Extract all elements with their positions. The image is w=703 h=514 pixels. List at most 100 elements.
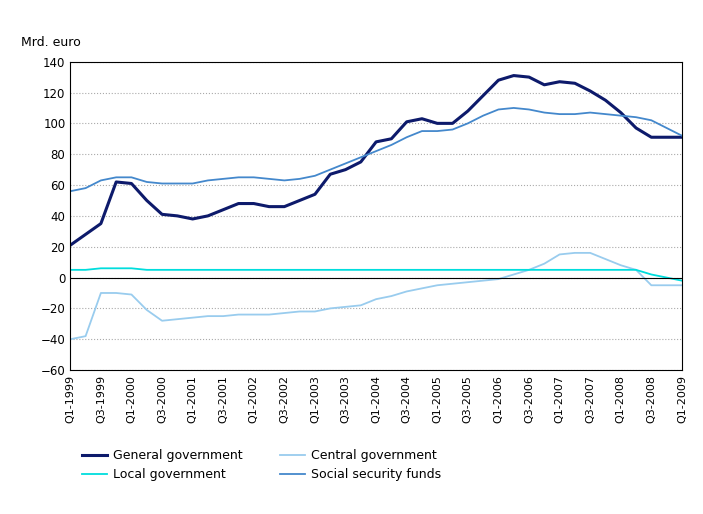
General government (524, 74, 533, 80)
Central government (112, 290, 120, 296)
Social security funds (449, 126, 457, 133)
General government (143, 197, 151, 204)
General government (662, 134, 671, 140)
General government (219, 207, 228, 213)
Social security funds (326, 167, 335, 173)
Social security funds (662, 125, 671, 131)
General government (204, 213, 212, 219)
Central government (157, 318, 166, 324)
Social security funds (66, 188, 75, 194)
Text: Mrd. euro: Mrd. euro (21, 36, 81, 49)
Central government (66, 336, 75, 342)
General government (555, 79, 564, 85)
Social security funds (265, 176, 273, 182)
Local government (586, 267, 595, 273)
Local government (250, 267, 258, 273)
Central government (449, 281, 457, 287)
Central government (250, 311, 258, 318)
Social security funds (586, 109, 595, 116)
Local government (342, 267, 350, 273)
Social security funds (127, 174, 136, 180)
Local government (173, 267, 181, 273)
Local government (356, 267, 365, 273)
Central government (219, 313, 228, 319)
General government (418, 116, 426, 122)
Social security funds (173, 180, 181, 187)
Social security funds (617, 113, 625, 119)
Local government (601, 267, 610, 273)
General government (571, 80, 579, 86)
General government (479, 93, 487, 99)
General government (157, 211, 166, 217)
Local government (662, 274, 671, 281)
General government (617, 109, 625, 116)
Central government (524, 267, 533, 273)
Central government (540, 261, 548, 267)
Social security funds (510, 105, 518, 111)
Social security funds (464, 120, 472, 126)
Social security funds (540, 109, 548, 116)
Social security funds (219, 176, 228, 182)
General government (586, 88, 595, 94)
Local government (647, 271, 655, 278)
Central government (265, 311, 273, 318)
Social security funds (494, 106, 503, 113)
Social security funds (479, 113, 487, 119)
General government (265, 204, 273, 210)
Local government (265, 267, 273, 273)
Local government (433, 267, 441, 273)
Central government (632, 267, 640, 273)
Central government (173, 316, 181, 322)
Local government (219, 267, 228, 273)
Line: Social security funds: Social security funds (70, 108, 682, 191)
General government (402, 119, 411, 125)
Central government (464, 279, 472, 285)
Local government (372, 267, 380, 273)
Local government (112, 265, 120, 271)
Social security funds (372, 148, 380, 154)
Central government (280, 310, 289, 316)
Central government (326, 305, 335, 311)
Local government (387, 267, 396, 273)
Local government (82, 267, 90, 273)
Line: General government: General government (70, 76, 682, 245)
Central government (311, 308, 319, 315)
General government (356, 159, 365, 165)
Social security funds (250, 174, 258, 180)
Central government (418, 285, 426, 291)
General government (311, 191, 319, 197)
Central government (342, 304, 350, 310)
Social security funds (97, 177, 105, 183)
Social security funds (601, 111, 610, 117)
Local government (540, 267, 548, 273)
Local government (494, 267, 503, 273)
Local government (127, 265, 136, 271)
Social security funds (295, 176, 304, 182)
Central government (617, 262, 625, 268)
Local government (188, 267, 197, 273)
General government (372, 139, 380, 145)
Social security funds (143, 179, 151, 185)
Social security funds (234, 174, 243, 180)
General government (66, 242, 75, 248)
Central government (127, 291, 136, 298)
Local government (418, 267, 426, 273)
Central government (402, 288, 411, 295)
Local government (449, 267, 457, 273)
Local government (632, 267, 640, 273)
Local government (143, 267, 151, 273)
Local government (204, 267, 212, 273)
Local government (510, 267, 518, 273)
Central government (433, 282, 441, 288)
Social security funds (342, 160, 350, 167)
General government (464, 108, 472, 114)
General government (342, 167, 350, 173)
Legend: General government, Local government, Central government, Social security funds: General government, Local government, Ce… (77, 444, 446, 486)
General government (387, 136, 396, 142)
General government (510, 72, 518, 79)
General government (127, 180, 136, 187)
Local government (66, 267, 75, 273)
Social security funds (555, 111, 564, 117)
Central government (356, 302, 365, 308)
General government (433, 120, 441, 126)
